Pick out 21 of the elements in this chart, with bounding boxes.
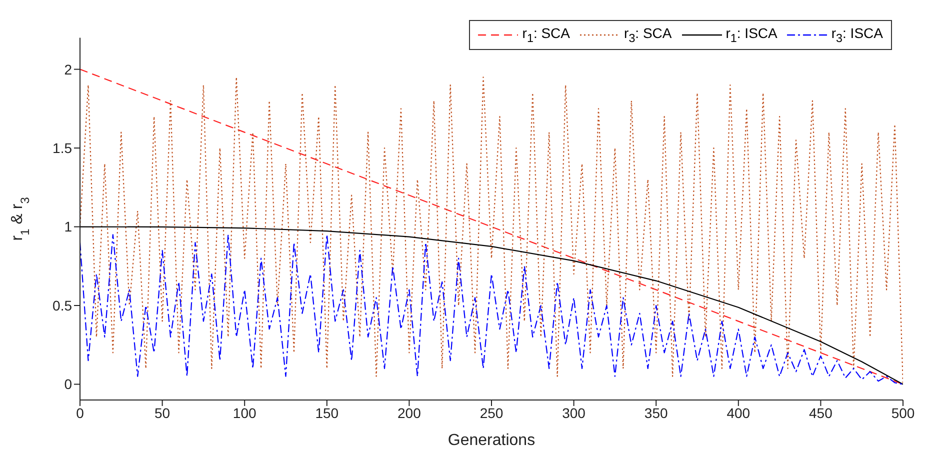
x-tick-label: 150 [315,404,339,421]
x-tick-label: 300 [562,404,586,421]
legend-label: r$_{3}$: SCA [624,25,672,45]
legend-label: r$_{3}$: ISCA [831,25,883,45]
y-tick-label: 0 [64,376,72,392]
x-tick-label: 200 [398,404,422,421]
legend-label: r$_{1}$: ISCA [726,25,778,45]
y-tick-label: 1 [64,218,72,235]
x-tick-label: 500 [891,404,915,421]
y-tick-label: 0.5 [52,297,72,314]
x-axis-title: Generations [448,432,536,449]
y-tick-label: 2 [64,61,72,78]
legend-label: r$_{1}$: SCA [522,25,570,45]
x-tick-label: 350 [644,404,668,421]
x-tick-label: 250 [480,404,504,421]
x-tick-label: 100 [232,404,256,421]
x-tick-label: 50 [154,404,170,421]
x-tick-label: 0 [76,404,84,421]
x-tick-label: 400 [726,404,750,421]
y-tick-label: 1.5 [52,140,72,156]
x-tick-label: 450 [809,404,833,421]
